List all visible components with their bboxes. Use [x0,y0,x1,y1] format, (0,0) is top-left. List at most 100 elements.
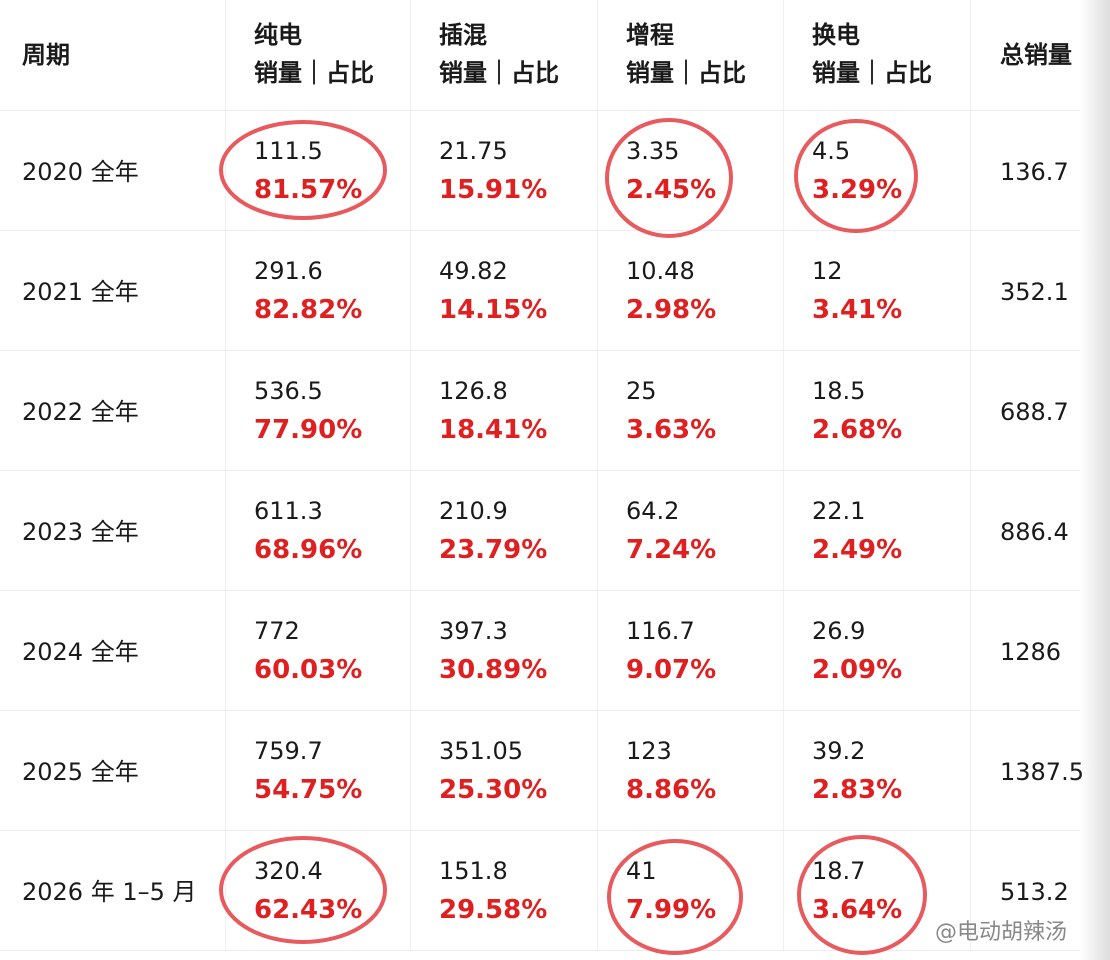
sales: 151.8 [439,857,508,885]
share: 3.41% [812,295,903,325]
sales: 123 [626,737,672,765]
share: 2.45% [626,175,717,205]
share: 2.09% [812,655,903,685]
sales: 26.9 [812,617,866,645]
share: 15.91% [439,175,548,205]
share: 2.83% [812,775,903,805]
sales: 291.6 [254,257,323,285]
row-line [0,110,1080,111]
row-line [0,470,1080,471]
share: 7.24% [626,535,717,565]
row-line [0,230,1080,231]
highlight-circle [219,120,387,220]
total: 1387.5 [1000,758,1084,786]
sales: 18.7 [812,857,866,885]
column-line [970,0,971,950]
sales: 397.3 [439,617,508,645]
sales: 772 [254,617,300,645]
period: 2020 全年 [22,158,139,186]
sales: 18.5 [812,377,866,405]
sales: 25 [626,377,657,405]
share: 18.41% [439,415,548,445]
header-bottom: 销量｜占比 [254,59,374,87]
share: 3.63% [626,415,717,445]
header-bottom: 销量｜占比 [626,59,746,87]
share: 2.98% [626,295,717,325]
row-line [0,830,1080,831]
header-bottom: 销量｜占比 [812,59,932,87]
total: 886.4 [1000,518,1069,546]
header-cell: 总销量 [1000,41,1072,69]
share: 9.07% [626,655,717,685]
share: 30.89% [439,655,548,685]
column-line [225,0,226,950]
period: 2021 全年 [22,278,139,306]
sales: 10.48 [626,257,695,285]
header-top: 纯电 [254,21,302,49]
share: 60.03% [254,655,363,685]
share: 81.57% [254,175,363,205]
share: 7.99% [626,895,717,925]
row-line [0,350,1080,351]
header-bottom: 销量｜占比 [439,59,559,87]
sales: 611.3 [254,497,323,525]
header-top: 换电 [812,21,860,49]
total: 513.2 [1000,878,1069,906]
share: 14.15% [439,295,548,325]
highlight-circle [607,839,743,955]
highlight-circle [605,118,733,238]
sales: 39.2 [812,737,866,765]
column-line [597,0,598,950]
sales: 126.8 [439,377,508,405]
period: 2026 年 1–5 月 [22,878,197,906]
row-line [0,590,1080,591]
share: 23.79% [439,535,548,565]
total: 352.1 [1000,278,1069,306]
highlight-circle [797,835,927,955]
share: 62.43% [254,895,363,925]
period: 2022 全年 [22,398,139,426]
sales: 320.4 [254,857,323,885]
sales: 49.82 [439,257,508,285]
highlight-circle [794,119,918,233]
share: 8.86% [626,775,717,805]
header-top: 插混 [439,21,487,49]
sales: 12 [812,257,843,285]
column-line [783,0,784,950]
share: 2.49% [812,535,903,565]
share: 25.30% [439,775,548,805]
edge-shade [1080,0,1110,960]
row-line [0,950,1080,951]
sales: 3.35 [626,137,680,165]
period: 2023 全年 [22,518,139,546]
sales: 351.05 [439,737,523,765]
share: 3.64% [812,895,903,925]
period: 2025 全年 [22,758,139,786]
sales: 64.2 [626,497,680,525]
sales: 116.7 [626,617,695,645]
column-line [410,0,411,950]
sales: 41 [626,857,657,885]
share: 3.29% [812,175,903,205]
share: 68.96% [254,535,363,565]
sales: 759.7 [254,737,323,765]
sales: 210.9 [439,497,508,525]
sales: 111.5 [254,137,323,165]
share: 29.58% [439,895,548,925]
watermark: @电动胡辣汤 [935,920,1068,945]
share: 2.68% [812,415,903,445]
total: 136.7 [1000,158,1069,186]
header-top: 增程 [626,21,674,49]
sales: 536.5 [254,377,323,405]
sales: 22.1 [812,497,866,525]
header-cell: 周期 [22,41,70,69]
share: 77.90% [254,415,363,445]
period: 2024 全年 [22,638,139,666]
share: 54.75% [254,775,363,805]
highlight-circle [219,836,387,944]
sales: 4.5 [812,137,851,165]
share: 82.82% [254,295,363,325]
total: 1286 [1000,638,1062,666]
row-line [0,710,1080,711]
